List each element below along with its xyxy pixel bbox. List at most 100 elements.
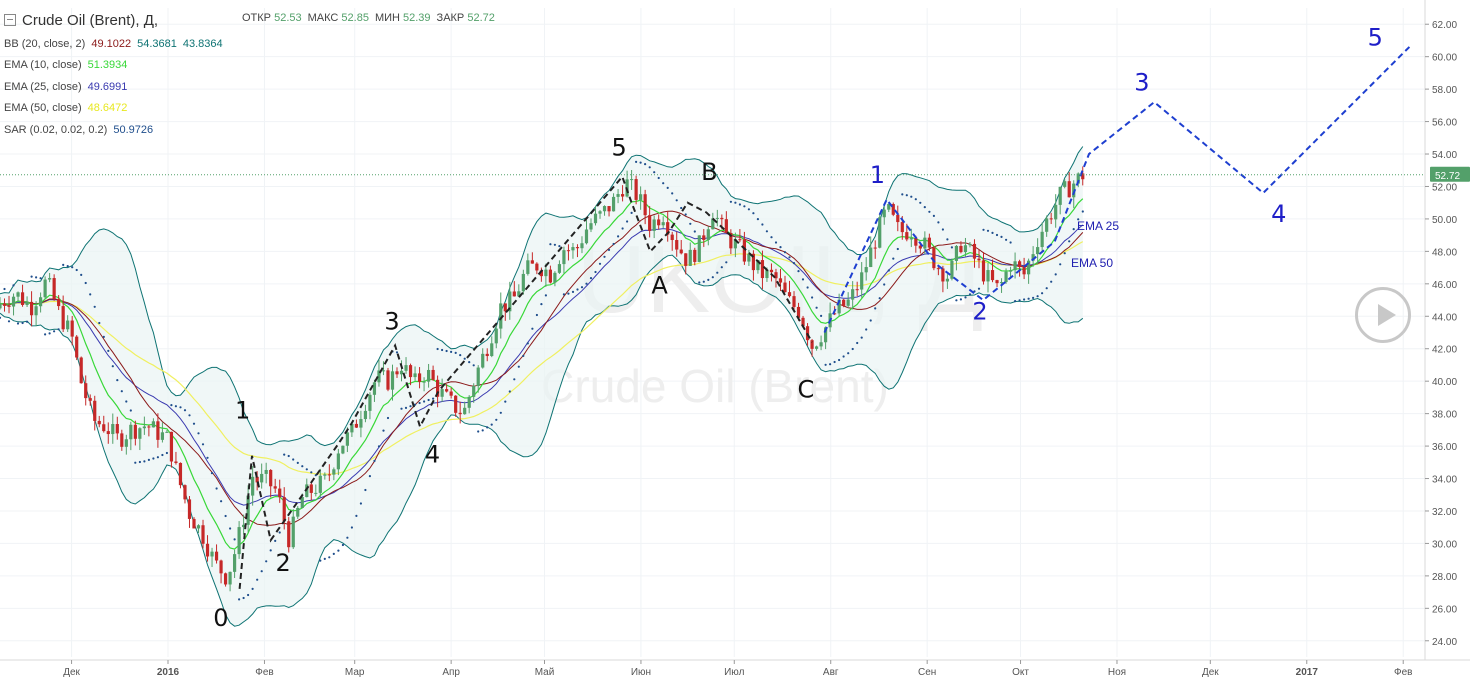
candle-body[interactable]: [408, 365, 413, 378]
candle-body[interactable]: [914, 238, 918, 246]
candle-body[interactable]: [999, 282, 1004, 284]
candle-body[interactable]: [0, 303, 2, 309]
candle-body[interactable]: [1045, 218, 1049, 232]
candle-body[interactable]: [39, 297, 43, 307]
candle-body[interactable]: [517, 291, 521, 297]
candle-body[interactable]: [760, 260, 765, 279]
candle-body[interactable]: [932, 247, 936, 269]
candle-body[interactable]: [869, 247, 873, 268]
candle-body[interactable]: [52, 278, 56, 300]
candle-body[interactable]: [1008, 270, 1013, 272]
candle-body[interactable]: [842, 299, 846, 306]
candle-body[interactable]: [467, 396, 471, 408]
candle-body[interactable]: [75, 336, 79, 358]
candle-body[interactable]: [1027, 260, 1031, 275]
candle-body[interactable]: [354, 423, 359, 428]
candle-body[interactable]: [733, 239, 737, 249]
candle-body[interactable]: [616, 194, 620, 197]
indicator-row[interactable]: BB (20, close, 2) 49.1022 54.3681 43.8364: [4, 34, 223, 56]
candle-body[interactable]: [715, 217, 719, 219]
candle-body[interactable]: [796, 306, 801, 318]
candle-body[interactable]: [833, 313, 837, 315]
indicator-row[interactable]: EMA (10, close) 51.3934: [4, 55, 223, 77]
candle-body[interactable]: [291, 516, 295, 548]
candle-body[interactable]: [395, 371, 399, 375]
candle-body[interactable]: [693, 249, 697, 262]
candle-body[interactable]: [29, 301, 34, 316]
candle-body[interactable]: [476, 367, 480, 387]
candle-body[interactable]: [598, 211, 602, 214]
candle-body[interactable]: [738, 239, 742, 241]
candle-body[interactable]: [688, 249, 692, 266]
candle-body[interactable]: [449, 391, 453, 396]
candle-body[interactable]: [1017, 261, 1022, 267]
candle-body[interactable]: [936, 268, 940, 270]
indicator-row[interactable]: EMA (50, close) 48.6472: [4, 98, 223, 120]
candle-body[interactable]: [309, 484, 313, 493]
candle-body[interactable]: [535, 263, 539, 271]
candle-body[interactable]: [251, 476, 255, 496]
candle-body[interactable]: [986, 270, 990, 282]
candle-body[interactable]: [580, 243, 584, 249]
candle-body[interactable]: [553, 272, 557, 283]
candle-body[interactable]: [959, 245, 963, 253]
candle-body[interactable]: [350, 423, 354, 433]
candle-body[interactable]: [481, 353, 485, 368]
candle-body[interactable]: [720, 217, 724, 220]
candle-body[interactable]: [819, 342, 823, 347]
candle-body[interactable]: [115, 424, 119, 434]
candle-body[interactable]: [48, 278, 52, 280]
candle-body[interactable]: [445, 389, 449, 392]
candle-body[interactable]: [214, 551, 219, 561]
candle-body[interactable]: [684, 253, 688, 266]
candle-body[interactable]: [399, 370, 404, 375]
candle-body[interactable]: [70, 320, 74, 337]
candle-body[interactable]: [436, 379, 440, 397]
candle-body[interactable]: [264, 469, 268, 474]
candle-body[interactable]: [16, 292, 20, 297]
candle-body[interactable]: [792, 296, 796, 307]
candle-body[interactable]: [485, 353, 489, 357]
candle-body[interactable]: [503, 303, 507, 312]
candle-body[interactable]: [995, 280, 999, 284]
candle-body[interactable]: [458, 412, 462, 415]
candle-body[interactable]: [210, 551, 214, 557]
candle-body[interactable]: [657, 219, 661, 226]
candle-body[interactable]: [228, 571, 232, 585]
candle-body[interactable]: [724, 219, 728, 233]
candle-body[interactable]: [941, 268, 945, 282]
candle-body[interactable]: [196, 525, 201, 529]
candle-body[interactable]: [300, 497, 304, 508]
candle-body[interactable]: [571, 247, 575, 251]
candle-body[interactable]: [679, 249, 683, 254]
candle-body[interactable]: [102, 424, 106, 432]
candle-body[interactable]: [878, 217, 882, 248]
candle-body[interactable]: [323, 474, 327, 476]
candle-body[interactable]: [273, 486, 277, 489]
candle-body[interactable]: [232, 554, 237, 572]
candle-body[interactable]: [359, 419, 363, 428]
candle-body[interactable]: [562, 250, 566, 265]
play-icon[interactable]: [1355, 287, 1411, 343]
candle-body[interactable]: [282, 497, 286, 522]
candle-body[interactable]: [2, 303, 7, 306]
candle-body[interactable]: [530, 260, 534, 264]
candle-body[interactable]: [729, 232, 733, 249]
candle-body[interactable]: [742, 239, 746, 262]
candle-body[interactable]: [1004, 271, 1008, 283]
candle-body[interactable]: [846, 299, 850, 306]
candle-body[interactable]: [472, 386, 476, 397]
candle-body[interactable]: [287, 521, 291, 548]
candle-body[interactable]: [652, 219, 656, 231]
candle-body[interactable]: [593, 213, 598, 224]
candle-body[interactable]: [950, 260, 954, 279]
candle-body[interactable]: [972, 243, 977, 259]
candle-body[interactable]: [1036, 247, 1040, 255]
candle-body[interactable]: [630, 179, 634, 181]
candle-body[interactable]: [977, 258, 981, 261]
candle-body[interactable]: [620, 194, 625, 197]
candle-body[interactable]: [422, 381, 426, 383]
candle-body[interactable]: [963, 245, 968, 253]
candle-body[interactable]: [11, 296, 16, 307]
candle-body[interactable]: [756, 260, 760, 271]
